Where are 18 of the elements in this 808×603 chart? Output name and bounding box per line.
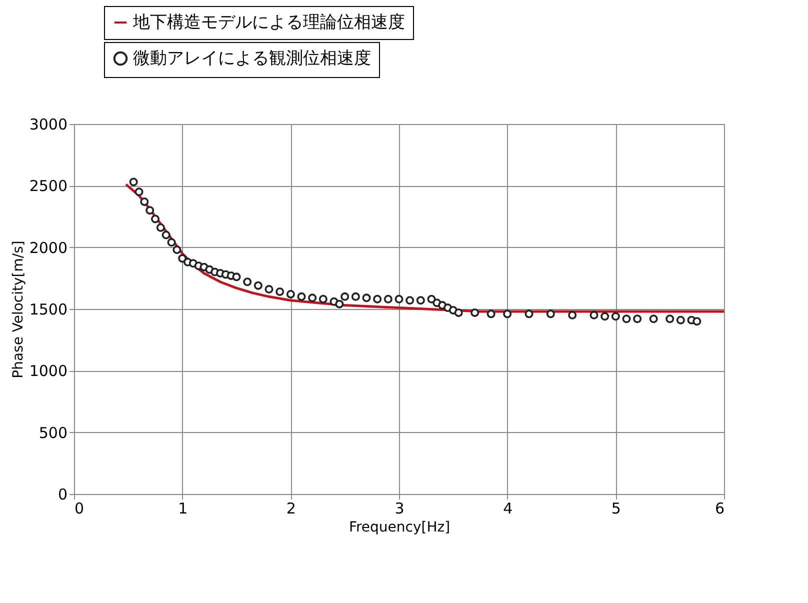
y-tick-label: 500 [38, 424, 68, 442]
x-tick-label: 1 [178, 500, 188, 518]
x-axis-title: Frequency[Hz] [348, 520, 450, 536]
x-tick-label: 5 [611, 500, 621, 518]
x-tick-label: 2 [286, 500, 296, 518]
y-tick-label: 1000 [29, 362, 68, 380]
x-tick-label: 4 [503, 500, 513, 518]
y-tick-label: 0 [58, 486, 68, 504]
legend-label: 微動アレイによる観測位相速度 [133, 48, 371, 68]
x-tick-label: 3 [394, 500, 404, 518]
y-tick-label: 3000 [29, 116, 68, 134]
y-tick-label: 2000 [29, 238, 68, 257]
legend-label: 地下構造モデルによる理論位相速度 [132, 12, 405, 32]
y-tick-label: 1500 [29, 300, 68, 318]
y-axis-title: Phase Velocity[m/s] [10, 240, 26, 378]
x-tick-label: 6 [714, 500, 724, 518]
x-tick-label: 0 [74, 500, 84, 518]
y-tick-label: 2500 [29, 177, 68, 196]
